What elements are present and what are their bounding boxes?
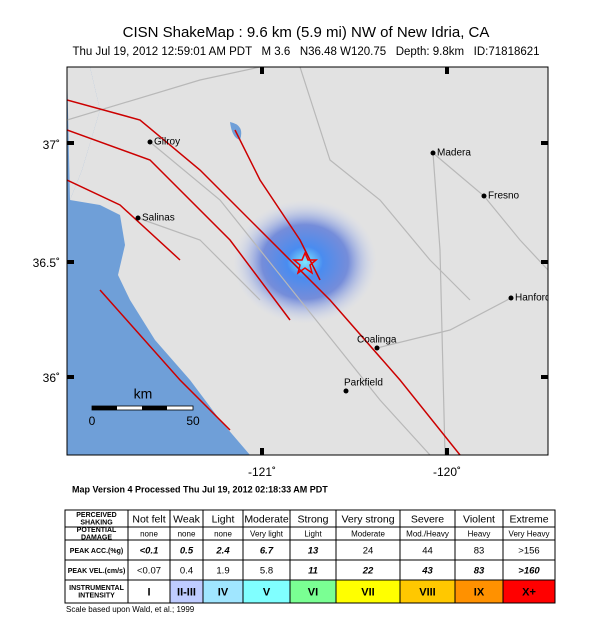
cities: Gilroy Madera Fresno Salinas Hanford Coalinga… [135,137,551,394]
lon-label: -121˚ [248,465,276,479]
subtitle: Thu Jul 19, 2012 12:59:01 AM PDT M 3.6 N… [72,46,539,58]
table-cell-text: VI [308,586,318,598]
table-cell-text: Mod./Heavy [406,530,449,539]
table-cell-text: 11 [308,566,318,577]
city-label: Fresno [488,191,520,202]
table-cell-text: <0.07 [137,566,161,577]
table-cell-text: Moderate [244,513,289,525]
table-cell-text: Weak [173,513,200,525]
table-cell-text: 2.4 [215,546,230,557]
table-cell-text: <0.1 [140,546,159,557]
city-label: Madera [437,148,471,159]
table-cell-text: II-III [177,586,196,598]
city-dot [374,345,380,351]
city-label: Salinas [142,213,175,224]
table-cell-text: Heavy [468,530,491,539]
lat-label: 37˚ [43,138,60,152]
table-cell-text: Very Heavy [509,530,550,539]
city-label: Hanford [515,293,551,304]
table-cell-text: none [140,530,158,539]
scale-unit: km [134,386,153,402]
lat-label: 36˚ [43,371,60,385]
city-dot [147,139,153,145]
version-note: Map Version 4 Processed Thu Jul 19, 2012… [72,484,328,494]
table-cell-text: 13 [308,546,319,557]
table-cell-text: V [263,586,271,598]
table-cell-text: I [147,586,150,598]
table-cell-text: Extreme [509,513,548,525]
ocean [67,67,250,455]
row-header: PERCEIVED SHAKING [76,512,116,527]
table-cell-text: >156 [518,546,539,557]
city-dot [343,388,349,394]
table-cell-text: Light [304,530,322,539]
epicenter [291,251,319,275]
table-cell-text: none [214,530,232,539]
city-dot [481,193,487,199]
table-cell-text: 24 [363,546,374,557]
intensity-legend: PERCEIVED SHAKING Not felt Weak Light Moderat… [64,509,556,604]
table-cell-text: IV [218,586,229,598]
table-cell-text: Very light [250,530,284,539]
table-cell-text: 83 [474,546,485,557]
land [67,67,100,200]
table-cell-text: 5.8 [260,566,273,577]
lat-label: 36.5˚ [33,256,60,270]
table-cell-text: 1.9 [216,566,229,577]
frame-ticks [67,67,548,455]
row-header: POTENTIAL DAMAGE [77,527,117,542]
table-cell-text: IX [474,586,485,598]
table-cell-text: Not felt [132,513,165,525]
city-label: Parkfield [344,378,383,389]
table-cell-text: >160 [518,566,540,577]
scale-label: 50 [186,414,200,428]
lon-label: -120˚ [433,465,461,479]
table-cell-text: Very strong [341,513,394,525]
table-cell-text: 0.4 [180,566,193,577]
table-cell-text: Severe [411,513,444,525]
table-cell-text: 83 [474,566,485,577]
scale-label: 0 [89,414,96,428]
city-dot [508,295,514,301]
roads [67,67,548,455]
table-cell-text: VIII [419,586,436,598]
footnote: Scale based upon Wald, et al.; 1999 [66,605,195,614]
map: Gilroy Madera Fresno Salinas Hanford Coalinga… [67,67,551,455]
table-cell-text: 43 [421,566,433,577]
table-cell-text: VII [361,586,374,598]
scale-bar: km 0 50 [89,386,200,428]
table-cell-text: none [178,530,196,539]
city-label: Coalinga [357,335,397,346]
city-label: Gilroy [154,137,180,148]
table-cell-text: 0.5 [180,546,194,557]
table-cell-text: Strong [298,513,329,525]
table-cell-text: X+ [522,586,536,598]
city-dot [135,215,141,221]
row-header: PEAK VEL.(cm/s) [68,568,126,575]
table-cell [502,579,556,604]
table-cell-text: 44 [422,546,433,557]
table-cell-text: 22 [362,566,374,577]
table-cell-text: 6.7 [260,546,274,557]
city-dot [430,150,436,156]
table-cell-text: Light [212,513,235,525]
row-header: PEAK ACC.(%g) [70,548,123,555]
title: CISN ShakeMap : 9.6 km (5.9 mi) NW of Ne… [123,24,490,41]
table-cell-text: Violent [463,513,495,525]
table-cell-text: Moderate [351,530,385,539]
row-header: INSTRUMENTAL INTENSITY [69,585,124,600]
